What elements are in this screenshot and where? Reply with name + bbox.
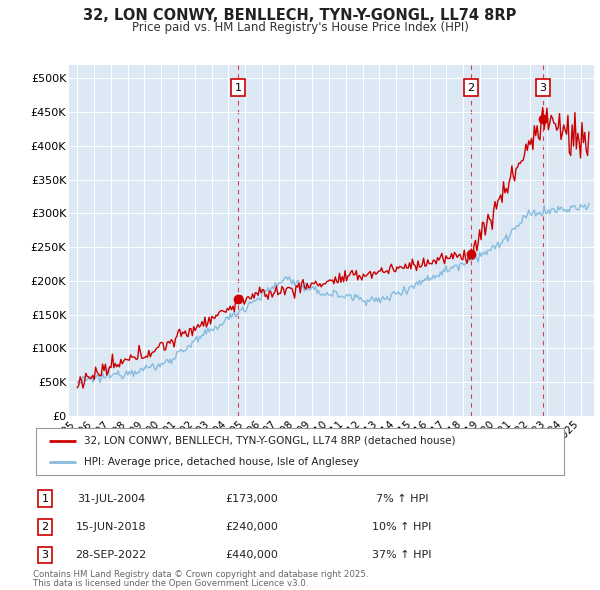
- Text: 1: 1: [235, 83, 242, 93]
- Text: 37% ↑ HPI: 37% ↑ HPI: [372, 550, 432, 560]
- Text: Price paid vs. HM Land Registry's House Price Index (HPI): Price paid vs. HM Land Registry's House …: [131, 21, 469, 34]
- Text: This data is licensed under the Open Government Licence v3.0.: This data is licensed under the Open Gov…: [33, 579, 308, 588]
- Text: 10% ↑ HPI: 10% ↑ HPI: [373, 522, 431, 532]
- Text: 32, LON CONWY, BENLLECH, TYN-Y-GONGL, LL74 8RP: 32, LON CONWY, BENLLECH, TYN-Y-GONGL, LL…: [83, 8, 517, 22]
- Text: 7% ↑ HPI: 7% ↑ HPI: [376, 494, 428, 503]
- Text: Contains HM Land Registry data © Crown copyright and database right 2025.: Contains HM Land Registry data © Crown c…: [33, 571, 368, 579]
- Text: £440,000: £440,000: [226, 550, 278, 560]
- Text: 28-SEP-2022: 28-SEP-2022: [76, 550, 146, 560]
- Text: £173,000: £173,000: [226, 494, 278, 503]
- Text: 3: 3: [539, 83, 547, 93]
- Text: 1: 1: [41, 494, 49, 503]
- Text: 15-JUN-2018: 15-JUN-2018: [76, 522, 146, 532]
- Text: 2: 2: [467, 83, 475, 93]
- Text: 2: 2: [41, 522, 49, 532]
- Text: 3: 3: [41, 550, 49, 560]
- Text: 31-JUL-2004: 31-JUL-2004: [77, 494, 145, 503]
- Text: £240,000: £240,000: [226, 522, 278, 532]
- Text: HPI: Average price, detached house, Isle of Anglesey: HPI: Average price, detached house, Isle…: [83, 457, 359, 467]
- Text: 32, LON CONWY, BENLLECH, TYN-Y-GONGL, LL74 8RP (detached house): 32, LON CONWY, BENLLECH, TYN-Y-GONGL, LL…: [83, 436, 455, 446]
